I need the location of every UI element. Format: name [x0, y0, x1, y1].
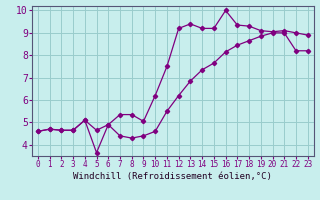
X-axis label: Windchill (Refroidissement éolien,°C): Windchill (Refroidissement éolien,°C)	[73, 172, 272, 181]
